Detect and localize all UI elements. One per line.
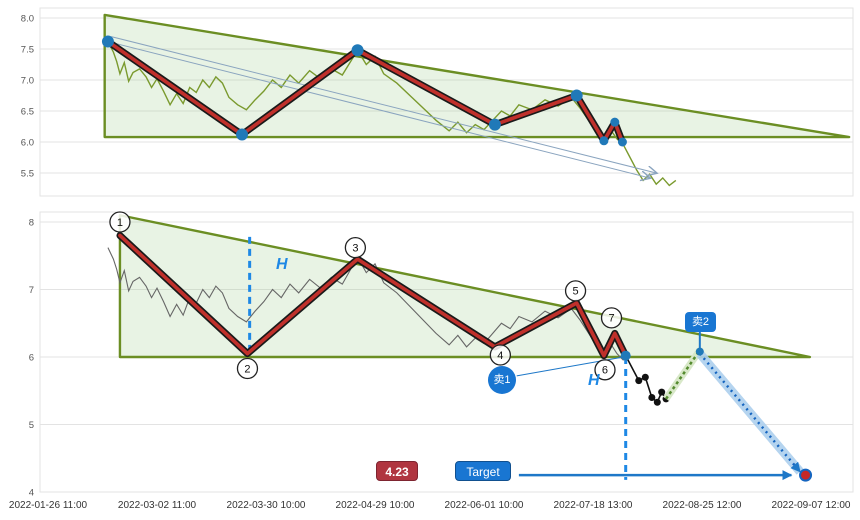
pivot-dot [488, 118, 501, 131]
panel-border [39, 7, 854, 197]
y-tick-label: 6.5 [21, 107, 34, 118]
sell2-signal-badge[interactable]: 卖2 [685, 312, 716, 332]
post-break-dot [653, 398, 661, 406]
zigzag-line [118, 233, 628, 358]
wave-number-label: 5 [572, 286, 578, 298]
y-tick-label: 7 [29, 285, 34, 296]
pivot-dot [617, 137, 627, 147]
x-tick-label: 2022-04-29 10:00 [336, 500, 415, 511]
y-tick-label: 7.0 [21, 76, 34, 87]
wave-number-circle [344, 236, 367, 259]
triangle-pattern [103, 13, 851, 139]
price-target-value-badge[interactable]: 4.23 [376, 461, 418, 481]
wave-chart: 8 7 6 5 4 1 2 3 4 5 6 7 [29, 211, 854, 499]
pivot-dot [351, 44, 364, 57]
wave-number-circle [564, 280, 587, 302]
wave-number-circle [109, 211, 131, 233]
sell1-signal-badge[interactable]: 卖1 [488, 366, 516, 394]
height-measure-label-1: H [276, 256, 288, 273]
pullback-dotted-line [665, 349, 701, 400]
pivot-dot [570, 89, 583, 102]
x-tick-label: 2022-06-01 10:00 [445, 500, 524, 511]
post-break-dot [635, 377, 643, 385]
wave-number-circle [489, 344, 512, 366]
wave-number-label: 2 [244, 363, 250, 375]
wave-number-label: 1 [117, 217, 123, 229]
breakdown-dot [620, 350, 631, 361]
post-break-dot [648, 394, 656, 401]
trend-arrow [107, 41, 650, 178]
pivot-dot [236, 128, 249, 141]
trend-arrow [111, 36, 656, 173]
pivot-dot [599, 136, 609, 146]
wave-number-circle [236, 357, 259, 380]
price-chart: 8.0 7.5 7.0 6.5 6.0 5.5 [21, 7, 854, 197]
y-tick-label: 6 [29, 353, 34, 364]
y-tick-label: 8 [29, 218, 34, 229]
y-tick-label: 7.5 [21, 45, 34, 56]
y-tick-label: 5.5 [21, 169, 34, 180]
projection-arrow [698, 352, 802, 473]
post-break-dot [641, 373, 649, 381]
x-tick-label: 2022-03-02 11:00 [118, 500, 197, 511]
triangle-pattern [118, 214, 812, 359]
projection-band [696, 350, 804, 475]
wave-number-circle [600, 307, 623, 329]
y-tick-label: 5 [29, 420, 34, 431]
x-tick-label: 2022-08-25 12:00 [663, 500, 742, 511]
wave-number-label: 4 [497, 350, 503, 362]
wave-number-label: 3 [352, 242, 358, 254]
wave-number-label: 7 [608, 313, 614, 325]
pivot-dot [610, 117, 620, 127]
x-axis: 2022-01-26 11:00 2022-03-02 11:00 2022-03-… [9, 500, 851, 511]
sell2-anchor-dot [695, 347, 704, 356]
target-point [799, 468, 813, 482]
x-tick-label: 2022-03-30 10:00 [227, 500, 306, 511]
x-tick-label: 2022-01-26 11:00 [9, 500, 88, 511]
height-measure-label-2: H [588, 372, 600, 389]
price-line [107, 247, 624, 361]
post-break-dot [658, 388, 666, 396]
x-tick-label: 2022-07-18 13:00 [554, 500, 633, 511]
target-badge[interactable]: Target [455, 461, 511, 481]
x-tick-label: 2022-09-07 12:00 [772, 500, 851, 511]
y-tick-label: 6.0 [21, 138, 34, 149]
wave-number-label: 6 [602, 365, 608, 377]
pivot-dot [101, 35, 114, 48]
y-tick-label: 8.0 [21, 14, 34, 25]
y-tick-label: 4 [29, 488, 34, 499]
wave-number-circle [594, 359, 616, 381]
